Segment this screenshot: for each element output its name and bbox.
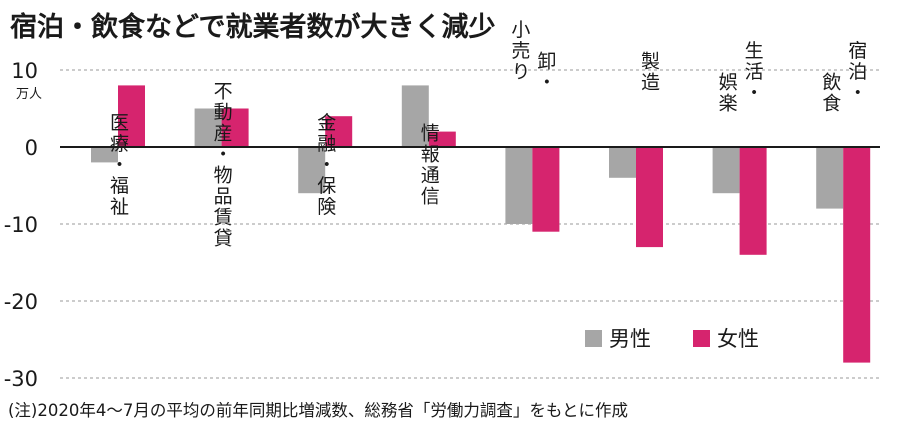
- category-label: 情報通信: [418, 123, 440, 207]
- y-tick-label: -10: [4, 213, 38, 237]
- legend-swatch: [585, 330, 602, 347]
- bar-male: [505, 147, 533, 224]
- category-label: 娯楽: [716, 72, 738, 114]
- category-label: 金融・保険: [314, 112, 336, 217]
- legend-swatch: [693, 330, 710, 347]
- category-label: 不動産・物品賃貸: [211, 81, 233, 249]
- bar-male: [401, 85, 429, 147]
- bar-male: [816, 147, 844, 209]
- y-tick-label: -20: [4, 290, 38, 314]
- bar-male: [712, 147, 740, 194]
- chart-title: 宿泊・飲食などで就業者数が大きく減少: [10, 11, 495, 43]
- legend-label: 女性: [717, 327, 759, 351]
- bar-male: [609, 147, 636, 178]
- category-label: 宿泊・: [845, 40, 867, 103]
- category-label: 小売り: [508, 19, 530, 82]
- bar-male: [91, 147, 118, 163]
- bar-male: [298, 147, 326, 194]
- category-label: 生活・: [742, 40, 764, 103]
- y-tick-label: 10: [11, 59, 38, 83]
- legend-label: 男性: [609, 327, 651, 351]
- bar-female: [325, 116, 353, 147]
- y-tick-label: 0: [25, 136, 38, 160]
- bar-female: [739, 147, 767, 255]
- bar-female: [221, 108, 249, 147]
- bar-female: [636, 147, 663, 248]
- bar-female: [428, 131, 456, 147]
- footnote: (注)2020年4～7月の平均の前年同期比増減数、総務省「労働力調査」をもとに作…: [8, 401, 628, 420]
- category-label: 飲食: [819, 72, 841, 114]
- bar-male: [194, 108, 222, 147]
- y-tick-label: -30: [4, 367, 38, 391]
- bar-female: [118, 85, 145, 147]
- category-label: 卸・: [534, 51, 556, 93]
- category-label: 医療・福祉: [107, 113, 129, 218]
- bar-female: [843, 147, 871, 363]
- y-unit-label: 万人: [16, 87, 42, 102]
- bar-female: [532, 147, 560, 232]
- category-label: 製造: [638, 51, 660, 93]
